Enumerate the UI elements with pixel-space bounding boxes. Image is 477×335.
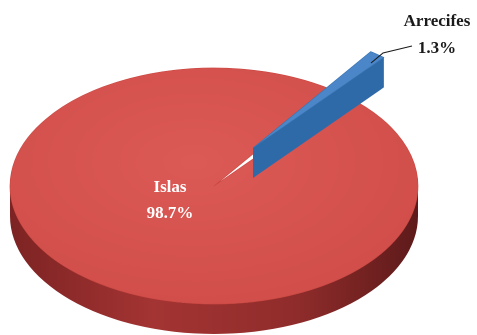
slice-label-arrecifes-value: 1.3% bbox=[418, 38, 456, 57]
slice-label-islas-value: 98.7% bbox=[147, 203, 194, 222]
slice-label-arrecifes-name: Arrecifes bbox=[404, 11, 471, 30]
slice-side-islas bbox=[10, 186, 418, 334]
slice-label-islas-name: Islas bbox=[153, 177, 186, 196]
slice-arrecifes bbox=[252, 51, 385, 149]
leader-line-arrecifes bbox=[370, 45, 413, 64]
slice-edge-arrecifes-1 bbox=[253, 57, 384, 178]
